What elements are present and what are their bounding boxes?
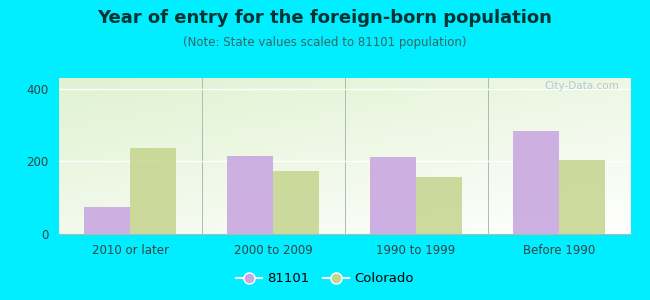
Bar [130,148,176,234]
Bar [514,130,559,234]
Bar [227,156,273,234]
Text: (Note: State values scaled to 81101 population): (Note: State values scaled to 81101 popu… [183,36,467,49]
Bar [370,157,416,234]
Bar [273,170,318,234]
Text: Year of entry for the foreign-born population: Year of entry for the foreign-born popul… [98,9,552,27]
Legend: 81101, Colorado: 81101, Colorado [231,267,419,290]
Text: City-Data.com: City-Data.com [544,81,619,91]
Bar [84,207,130,234]
Bar [416,177,462,234]
Bar [559,160,604,234]
